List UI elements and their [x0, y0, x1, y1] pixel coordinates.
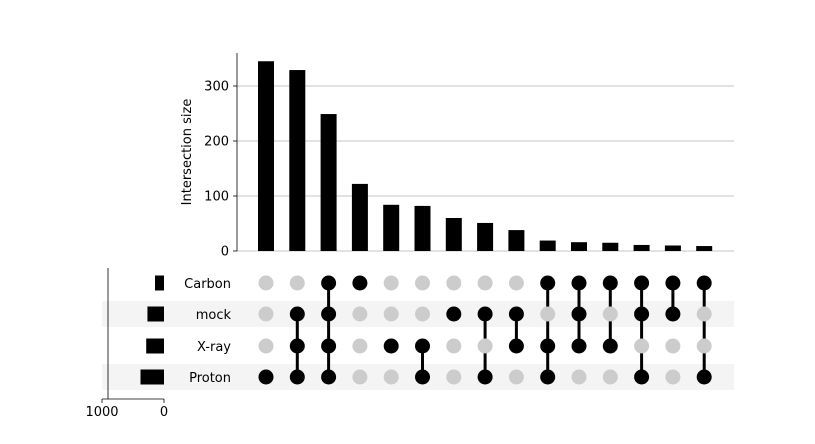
intersection-bar [445, 218, 462, 251]
matrix-dot-inactive [602, 369, 618, 385]
matrix-dot-inactive [477, 275, 493, 291]
matrix-dot-active [540, 338, 556, 354]
matrix-dot-active [696, 275, 712, 291]
matrix-dot-active [383, 338, 399, 354]
set-size-axis: 1000 0 [85, 268, 168, 420]
matrix-dot-active [321, 306, 337, 322]
matrix-dot-inactive [446, 369, 462, 385]
matrix-dot-inactive [383, 275, 399, 291]
matrix-dot-active [289, 338, 305, 354]
set-label: Proton [189, 371, 231, 386]
set-size-bar [155, 275, 164, 291]
matrix-dot-inactive [571, 369, 587, 385]
matrix-dot-active [571, 338, 587, 354]
intersection-bar [477, 222, 494, 251]
matrix-dot-active [634, 275, 650, 291]
intersection-bar [539, 240, 556, 251]
matrix-dot-active [258, 369, 274, 385]
matrix-dot-active [352, 275, 368, 291]
matrix-dot-active [321, 369, 337, 385]
matrix-dot-inactive [696, 306, 712, 322]
matrix-dot-inactive [540, 306, 556, 322]
matrix-dot-inactive [289, 275, 305, 291]
y-axis: Intersection size 0 100 200 300 [180, 53, 238, 260]
matrix-dot-active [508, 338, 524, 354]
set-label: Carbon [184, 277, 231, 292]
set-size-bar [146, 338, 164, 354]
matrix-dot-inactive [258, 338, 274, 354]
matrix-dot-inactive [508, 369, 524, 385]
matrix-dot-active [571, 306, 587, 322]
matrix-dot-active [571, 275, 587, 291]
set-labels: Carbon mock X-ray Proton [184, 277, 231, 386]
matrix-dot-active [446, 306, 462, 322]
matrix-dot-active [634, 369, 650, 385]
intersection-bar [696, 246, 713, 251]
matrix-dot-inactive [696, 338, 712, 354]
matrix-dot-active [508, 306, 524, 322]
matrix-dot-inactive [258, 275, 274, 291]
matrix-dot-active [289, 306, 305, 322]
matrix-dot-active [602, 338, 618, 354]
matrix-dot-active [540, 275, 556, 291]
matrix-dot-inactive [415, 275, 430, 291]
matrix-dot-inactive [258, 306, 274, 322]
matrix-dot-inactive [352, 306, 368, 322]
intersection-bar [664, 245, 681, 251]
intersection-bar [508, 230, 525, 251]
matrix-dot-inactive [383, 306, 399, 322]
matrix-dot-active [665, 306, 681, 322]
matrix-dot-inactive [477, 338, 493, 354]
matrix-dot-inactive [352, 369, 368, 385]
intersection-bar [633, 244, 650, 251]
matrix-dot-inactive [634, 338, 650, 354]
intersection-bar [289, 70, 306, 251]
set-size-bars [140, 275, 164, 385]
intersection-bar [414, 205, 431, 251]
set-label: X-ray [197, 340, 231, 355]
set-size-bar [147, 306, 164, 322]
intersection-bar [320, 114, 337, 251]
y-tick-label: 200 [204, 135, 229, 150]
matrix-dot-inactive [508, 275, 524, 291]
membership-matrix [258, 275, 712, 385]
matrix-dot-inactive [415, 306, 430, 322]
matrix-dot-active [602, 275, 618, 291]
set-label: mock [196, 308, 232, 323]
y-tick-label: 0 [221, 245, 229, 260]
matrix-dot-inactive [602, 306, 618, 322]
intersection-bar [258, 61, 274, 251]
matrix-dot-active [321, 275, 337, 291]
matrix-dot-active [289, 369, 305, 385]
matrix-dot-inactive [352, 338, 368, 354]
intersection-bar [383, 204, 400, 251]
matrix-dot-active [634, 306, 650, 322]
matrix-dot-inactive [446, 275, 462, 291]
matrix-dot-inactive [383, 369, 399, 385]
matrix-dot-active [415, 338, 430, 354]
matrix-dot-active [321, 338, 337, 354]
set-size-tick-label: 1000 [85, 405, 118, 420]
matrix-dot-inactive [446, 338, 462, 354]
y-tick-label: 300 [204, 80, 229, 95]
intersection-bar [351, 183, 368, 251]
matrix-dot-active [696, 369, 712, 385]
matrix-dot-active [477, 306, 493, 322]
set-size-bar [140, 369, 164, 385]
matrix-dot-active [415, 369, 430, 385]
matrix-dot-inactive [665, 338, 681, 354]
set-size-tick-label: 0 [160, 405, 168, 420]
matrix-dot-active [540, 369, 556, 385]
matrix-dot-active [665, 275, 681, 291]
y-tick-label: 100 [204, 190, 229, 205]
intersection-bar [571, 242, 587, 251]
intersection-bars [258, 61, 713, 251]
y-axis-label: Intersection size [180, 99, 195, 206]
intersection-bar [602, 242, 619, 251]
matrix-dot-inactive [665, 369, 681, 385]
matrix-dot-active [477, 369, 493, 385]
